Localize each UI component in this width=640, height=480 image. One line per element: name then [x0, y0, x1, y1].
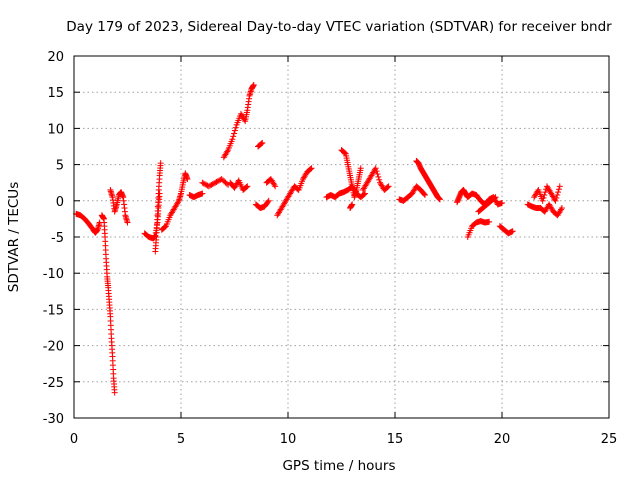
- data-point: [271, 181, 278, 188]
- data-point: [258, 140, 265, 147]
- data-point: [231, 130, 238, 137]
- data-point: [200, 180, 207, 187]
- chart-title: Day 179 of 2023, Sidereal Day-to-day VTE…: [66, 19, 612, 35]
- data-markers: [73, 81, 565, 396]
- data-point: [558, 205, 565, 212]
- data-point: [214, 178, 221, 185]
- data-point: [341, 150, 348, 157]
- data-point: [259, 139, 266, 146]
- y-tick-label: -25: [43, 376, 64, 391]
- data-point: [385, 183, 392, 190]
- data-point: [209, 181, 216, 188]
- data-point: [208, 181, 215, 188]
- y-tick-label: 5: [56, 159, 64, 174]
- x-tick-label: 0: [70, 432, 78, 447]
- data-point: [272, 183, 279, 190]
- data-point: [232, 124, 239, 131]
- data-point: [307, 165, 314, 172]
- y-tick-label: 20: [47, 50, 64, 65]
- y-tick-label: -5: [51, 231, 64, 246]
- x-tick-label: 10: [280, 432, 297, 447]
- data-point: [201, 181, 208, 188]
- data-point: [213, 178, 220, 185]
- data-point: [539, 197, 546, 204]
- data-point: [373, 168, 380, 175]
- data-point: [207, 182, 214, 189]
- data-point: [540, 194, 547, 201]
- data-point: [203, 181, 210, 188]
- data-point: [349, 201, 356, 208]
- data-point: [361, 191, 368, 198]
- data-point: [553, 194, 560, 201]
- data-point: [541, 192, 548, 199]
- data-point: [384, 184, 391, 191]
- data-point: [184, 176, 191, 183]
- y-tick-label: -20: [43, 340, 64, 355]
- data-point: [436, 196, 443, 203]
- x-tick-label: 5: [177, 432, 185, 447]
- data-point: [199, 190, 206, 197]
- x-axis-label: GPS time / hours: [282, 458, 395, 474]
- grid: [74, 56, 609, 418]
- data-point: [243, 184, 250, 191]
- data-point: [555, 186, 562, 193]
- data-point: [362, 190, 369, 197]
- y-tick-label: 15: [47, 86, 64, 101]
- data-point: [542, 189, 549, 196]
- data-point: [376, 176, 383, 183]
- data-point: [224, 148, 231, 155]
- data-point: [212, 179, 219, 186]
- data-point: [486, 218, 493, 225]
- y-tick-label: 0: [56, 195, 64, 210]
- data-point: [230, 133, 237, 140]
- data-point: [558, 206, 565, 213]
- data-point: [374, 171, 381, 178]
- data-point: [264, 198, 271, 205]
- data-point: [509, 228, 516, 235]
- data-point: [421, 192, 428, 199]
- data-point: [205, 183, 212, 190]
- data-point: [231, 127, 238, 134]
- data-point: [111, 389, 118, 396]
- y-tick-label: -10: [43, 267, 64, 282]
- y-tick-label: -15: [43, 303, 64, 318]
- y-tick-label: -30: [43, 412, 64, 427]
- data-point: [555, 189, 562, 196]
- x-tick-label: 25: [601, 432, 618, 447]
- data-point: [375, 173, 382, 180]
- data-point: [244, 183, 251, 190]
- data-point: [229, 136, 236, 143]
- data-point: [491, 194, 498, 201]
- data-point: [175, 199, 182, 206]
- data-point: [250, 81, 257, 88]
- data-point: [265, 197, 272, 204]
- data-point: [199, 179, 206, 186]
- x-tick-label: 15: [387, 432, 404, 447]
- data-point: [554, 192, 561, 199]
- data-point: [556, 183, 563, 190]
- x-axis-ticks: 0 5 10 15 20 25: [70, 56, 617, 447]
- data-point: [421, 190, 428, 197]
- data-point: [157, 160, 164, 167]
- data-point: [124, 219, 131, 226]
- y-tick-label: 10: [47, 122, 64, 137]
- data-point: [552, 197, 559, 204]
- data-point: [372, 165, 379, 172]
- data-point: [499, 199, 505, 206]
- data-point: [357, 165, 364, 172]
- data-point: [308, 165, 315, 172]
- data-point: [210, 180, 217, 187]
- x-tick-label: 20: [494, 432, 511, 447]
- data-point: [492, 194, 499, 201]
- y-axis-ticks: -30 -25 -20 -15 -10 -5 0 5 10 15 20: [43, 50, 609, 427]
- y-axis-label: SDTVAR / TECUs: [6, 182, 22, 292]
